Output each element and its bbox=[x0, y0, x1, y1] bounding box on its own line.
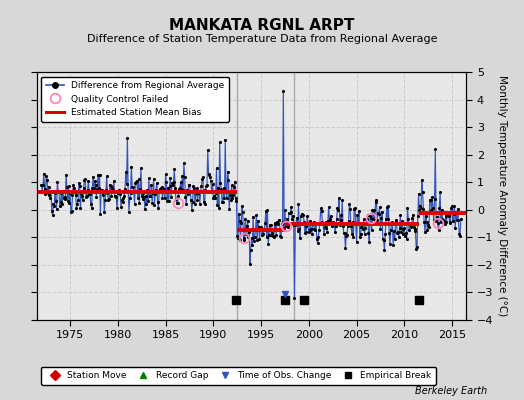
Y-axis label: Monthly Temperature Anomaly Difference (°C): Monthly Temperature Anomaly Difference (… bbox=[497, 75, 507, 317]
Text: Difference of Station Temperature Data from Regional Average: Difference of Station Temperature Data f… bbox=[87, 34, 437, 44]
Legend: Station Move, Record Gap, Time of Obs. Change, Empirical Break: Station Move, Record Gap, Time of Obs. C… bbox=[41, 367, 436, 385]
Text: Berkeley Earth: Berkeley Earth bbox=[415, 386, 487, 396]
Text: MANKATA RGNL ARPT: MANKATA RGNL ARPT bbox=[169, 18, 355, 33]
